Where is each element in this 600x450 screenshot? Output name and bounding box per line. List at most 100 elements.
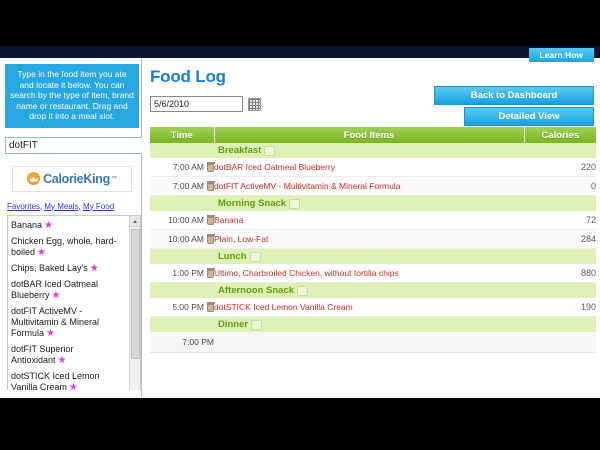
- favorite-star-icon[interactable]: ★: [51, 289, 61, 301]
- meal-header-cell: Afternoon Snack: [214, 282, 596, 298]
- entry-time: 10:00 AM: [168, 234, 204, 244]
- list-item[interactable]: dotFIT Superior Antioxidant ★: [11, 344, 128, 366]
- meal-header-spacer: [150, 316, 214, 332]
- list-item[interactable]: dotFIT ActiveMV - Multivitamin & Mineral…: [11, 306, 128, 339]
- cell-calories: 220: [524, 158, 596, 177]
- meal-name: Afternoon Snack: [218, 285, 295, 296]
- cell-time: 10:00 AM: [150, 211, 215, 230]
- meal-name: Morning Snack: [218, 198, 287, 209]
- food-source-links: Favorites, My Meals, My Food: [7, 201, 115, 211]
- meal-drop-target-icon[interactable]: [249, 251, 261, 262]
- entry-time: 7:00 AM: [172, 181, 204, 191]
- link-my-food[interactable]: My Food: [83, 201, 115, 211]
- app-window: Type in the food item you ate and locate…: [0, 48, 600, 398]
- list-item-label: Banana: [11, 219, 43, 230]
- delete-entry-trash-icon[interactable]: [206, 302, 215, 312]
- meal-header-spacer: [150, 143, 214, 158]
- scroll-up-arrow-icon[interactable]: [130, 215, 140, 227]
- link-favorites[interactable]: Favorites: [7, 201, 40, 211]
- delete-entry-trash-icon[interactable]: [206, 162, 215, 172]
- table-row: 10:00 AM Plain, Low-Fat 284: [150, 229, 596, 249]
- cell-food[interactable]: dotSTICK Iced Lemon Vanilla Cream: [214, 298, 524, 317]
- column-header-time: Time: [150, 127, 215, 143]
- favorite-star-icon[interactable]: ★: [89, 262, 99, 274]
- delete-entry-trash-icon[interactable]: [206, 181, 215, 191]
- cell-food[interactable]: Plain, Low-Fat: [214, 229, 524, 249]
- list-item[interactable]: Banana ★: [11, 220, 128, 231]
- delete-entry-trash-icon[interactable]: [206, 234, 215, 244]
- date-row: [150, 96, 594, 112]
- meal-header-spacer: [150, 195, 214, 211]
- detailed-view-button[interactable]: Detailed View: [464, 107, 594, 126]
- cell-food[interactable]: dotFIT ActiveMV - Multivitamin & Mineral…: [214, 176, 524, 196]
- meal-header-row: Lunch: [150, 248, 596, 264]
- action-buttons: Back to Dashboard Detailed View: [434, 86, 594, 126]
- cell-time: 7:00 AM: [150, 158, 215, 177]
- cell-time: 1:00 PM: [150, 264, 215, 283]
- cell-food[interactable]: Banana: [214, 211, 524, 230]
- meal-drop-target-icon[interactable]: [264, 145, 276, 156]
- favorite-star-icon[interactable]: ★: [37, 246, 46, 258]
- trademark-symbol: ™: [110, 175, 117, 182]
- list-item-label: dotFIT Superior Antioxidant: [11, 343, 74, 365]
- table-row: 1:00 PM Ultimo, Charbroiled Chicken, with…: [150, 264, 596, 283]
- favorite-star-icon[interactable]: ★: [68, 381, 78, 390]
- meal-header-cell: Dinner: [214, 316, 596, 332]
- list-item[interactable]: Chips, Baked Lay's ★: [11, 263, 128, 274]
- search-row: Search: [5, 136, 193, 155]
- meal-header-row: Morning Snack: [150, 195, 596, 211]
- list-item[interactable]: Chicken Egg, whole, hard-boiled ★: [11, 236, 128, 258]
- favorite-star-icon[interactable]: ★: [57, 354, 67, 366]
- list-item-label: Chips, Baked Lay's: [11, 262, 88, 273]
- cell-time: 5:00 PM: [150, 298, 215, 317]
- entry-time: 7:00 AM: [172, 162, 204, 172]
- column-header-calories: Calories: [524, 127, 596, 143]
- cell-food[interactable]: Ultimo, Charbroiled Chicken, without tor…: [214, 264, 524, 283]
- learn-how-button[interactable]: Learn How: [528, 48, 594, 62]
- table-row: 5:00 PM dotSTICK Iced Lemon Vanilla Cream…: [150, 298, 596, 317]
- delete-entry-trash-icon[interactable]: [206, 215, 215, 225]
- food-list-scrollbar[interactable]: [129, 215, 140, 390]
- calorieking-wordmark: CalorieKing: [43, 171, 110, 186]
- calorieking-logo: CalorieKing ™: [12, 165, 132, 192]
- scrollbar-thumb[interactable]: [131, 228, 140, 359]
- table-row: 10:00 AM Banana 72: [150, 211, 596, 230]
- entry-time: 7:00 PM: [182, 337, 214, 347]
- date-input[interactable]: [150, 96, 243, 112]
- list-item[interactable]: dotSTICK Iced Lemon Vanilla Cream ★: [11, 371, 128, 390]
- sidebar: Type in the food item you ate and locate…: [0, 58, 193, 398]
- entry-time: 5:00 PM: [172, 302, 204, 312]
- meal-drop-target-icon[interactable]: [297, 285, 309, 296]
- meal-header-spacer: [150, 282, 214, 298]
- table-row: 7:00 AM dotBAR Iced Oatmeal Blueberry 220: [150, 158, 596, 177]
- delete-entry-trash-icon[interactable]: [206, 268, 215, 278]
- cell-calories: [524, 332, 596, 353]
- meal-name: Breakfast: [218, 145, 262, 156]
- search-tip-box: Type in the food item you ate and locate…: [5, 64, 139, 128]
- cell-food[interactable]: dotBAR Iced Oatmeal Blueberry: [214, 158, 524, 177]
- cell-calories: 284: [524, 229, 596, 249]
- cell-calories: 0: [524, 176, 596, 196]
- table-header-row: Time Food Items Calories: [150, 127, 596, 143]
- crown-icon: [27, 172, 41, 185]
- meal-header-spacer: [150, 248, 214, 264]
- search-input[interactable]: [5, 137, 145, 154]
- cell-time: 7:00 PM: [150, 332, 214, 353]
- meal-header-cell: Breakfast: [214, 143, 596, 158]
- food-log-body: Breakfast 7:00 AM dotBAR Iced Oatmeal Blue…: [150, 143, 596, 353]
- meal-drop-target-icon[interactable]: [289, 198, 301, 209]
- back-to-dashboard-button[interactable]: Back to Dashboard: [434, 86, 594, 105]
- favorite-star-icon[interactable]: ★: [44, 219, 53, 231]
- meal-header-row: Afternoon Snack: [150, 282, 596, 298]
- favorite-star-icon[interactable]: ★: [46, 327, 55, 339]
- calendar-icon[interactable]: [248, 97, 261, 111]
- cell-calories: 880: [524, 264, 596, 283]
- top-navy-strip: [0, 46, 600, 58]
- empty-meal-row: 7:00 PM: [150, 332, 596, 353]
- link-my-meals[interactable]: My Meals: [44, 201, 79, 211]
- meal-name: Lunch: [218, 251, 247, 262]
- cell-time: 10:00 AM: [150, 229, 215, 249]
- meal-drop-target-icon[interactable]: [251, 319, 263, 330]
- list-item[interactable]: dotBAR Iced Oatmeal Blueberry ★: [11, 279, 128, 301]
